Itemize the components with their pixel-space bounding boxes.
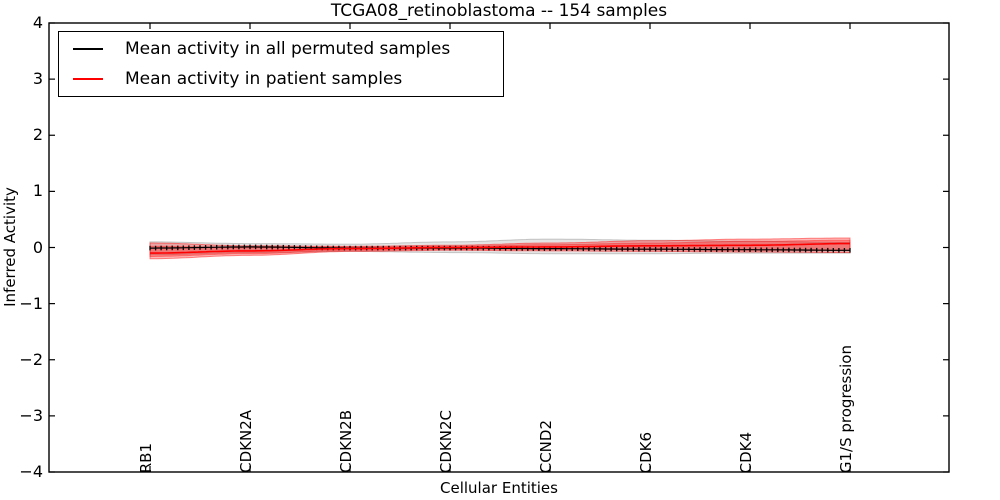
y-tick-label: 0: [32, 237, 43, 257]
x-tick-label: CDK4: [737, 431, 755, 473]
legend: Mean activity in all permuted samples Me…: [58, 31, 504, 97]
x-tick-label: CDK6: [637, 431, 655, 473]
x-tick-label: CDKN2C: [437, 409, 455, 473]
y-tick-label: −1: [19, 293, 43, 313]
y-tick-label: 1: [32, 181, 43, 201]
y-tick-label: 4: [32, 13, 43, 32]
legend-entry-permuted: Mean activity in all permuted samples: [59, 35, 503, 63]
legend-entry-patient: Mean activity in patient samples: [59, 65, 503, 93]
x-tick-label: CDKN2A: [237, 410, 255, 473]
y-tick-label: −4: [19, 462, 43, 481]
legend-label-permuted: Mean activity in all permuted samples: [125, 38, 451, 59]
y-tick-label: 3: [32, 69, 43, 89]
y-tick-label: 2: [32, 125, 43, 145]
x-tick-label: RB1: [137, 442, 155, 473]
legend-line-red-icon: [73, 78, 103, 81]
axis-ticks: [49, 22, 949, 473]
patient-mean-line: [150, 242, 850, 254]
x-axis-label: Cellular Entities: [440, 479, 558, 497]
x-tick-label: G1/S progression: [837, 344, 855, 473]
y-tick-label: −2: [19, 349, 43, 369]
x-tick-label: CDKN2B: [337, 410, 355, 473]
y-axis-label: Inferred Activity: [1, 187, 19, 307]
legend-label-patient: Mean activity in patient samples: [125, 69, 403, 90]
legend-line-black-icon: [73, 47, 103, 50]
x-tick-label: CCND2: [537, 419, 555, 473]
chart-title: TCGA08_retinoblastoma -- 154 samples: [330, 1, 668, 21]
y-tick-label: −3: [19, 405, 43, 425]
